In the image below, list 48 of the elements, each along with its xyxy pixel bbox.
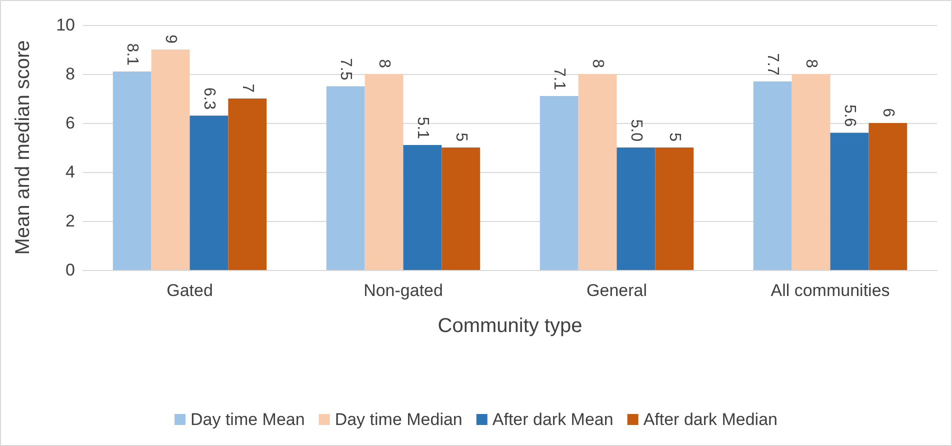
data-label: 6.3	[200, 87, 218, 110]
x-tick-label: General	[586, 281, 647, 300]
data-label: 7.7	[764, 53, 782, 76]
y-axis-title: Mean and median score	[12, 40, 34, 255]
bar	[403, 145, 442, 270]
bar	[326, 86, 365, 270]
bar	[868, 123, 908, 270]
x-tick-label: All communities	[770, 281, 890, 300]
bar	[616, 148, 656, 270]
bar	[228, 98, 267, 270]
x-tick-label: Gated	[166, 281, 213, 300]
x-axis-title: Community type	[438, 315, 582, 337]
data-label: 7.5	[337, 58, 354, 80]
legend-label: Day time Mean	[190, 410, 305, 429]
y-tick-label: 2	[66, 212, 75, 230]
y-tick-label: 8	[66, 64, 75, 84]
y-tick-label: 4	[66, 162, 75, 182]
data-label: 7	[238, 84, 256, 93]
bar	[442, 148, 480, 270]
bar	[540, 96, 578, 270]
bar	[830, 132, 869, 270]
data-label: 8	[589, 59, 606, 68]
y-tick-label: 0	[66, 260, 75, 280]
data-label: 5.0	[627, 119, 644, 142]
bar	[364, 74, 404, 270]
bar	[578, 74, 617, 270]
bar	[190, 116, 228, 270]
bar	[792, 74, 830, 270]
data-label: 5.6	[840, 104, 858, 127]
data-label: 8	[376, 59, 393, 68]
bar	[151, 50, 190, 270]
data-label: 7.1	[550, 68, 568, 90]
x-tick-label: Non-gated	[364, 281, 443, 300]
data-label: 9	[162, 34, 180, 44]
data-label: 8.1	[124, 43, 141, 66]
bar	[112, 72, 152, 270]
data-label: 5	[452, 132, 470, 142]
legend-label: Day time Median	[334, 410, 462, 429]
bar	[655, 148, 694, 270]
data-label: 5.1	[414, 116, 431, 140]
bar	[753, 81, 792, 270]
y-tick-label: 10	[56, 16, 75, 34]
legend-label: After dark Mean	[492, 410, 614, 429]
legend-label: After dark Median	[643, 410, 778, 429]
y-tick-label: 6	[66, 114, 75, 132]
data-label: 6	[879, 108, 896, 118]
data-label: 8	[802, 59, 820, 68]
data-label: 5	[666, 132, 683, 142]
